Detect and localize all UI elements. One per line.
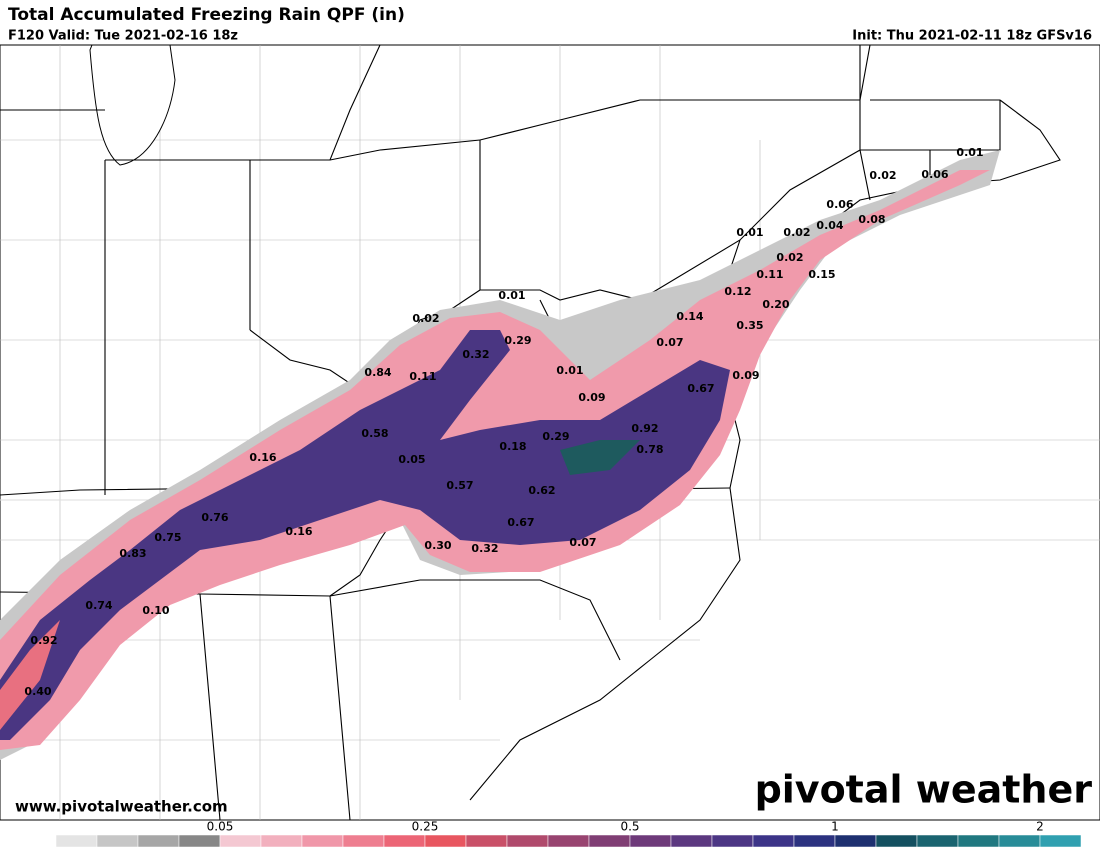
valid-time: F120 Valid: Tue 2021-02-16 18z (8, 29, 238, 44)
colorbar-swatch (916, 834, 959, 848)
value-label: 0.58 (361, 427, 388, 440)
colorbar-swatch (547, 834, 590, 848)
colorbar-swatch (178, 834, 221, 848)
init-time: Init: Thu 2021-02-11 18z GFSv16 (852, 29, 1092, 44)
value-label: 0.32 (462, 348, 489, 361)
lake-michigan (89, 44, 176, 166)
colorbar-swatch (55, 834, 98, 848)
colorbar-tick-label: 2 (1036, 820, 1044, 834)
value-label: 0.29 (542, 430, 569, 443)
value-label: 0.01 (498, 289, 525, 302)
value-label: 0.07 (569, 536, 596, 549)
colorbar-swatch (506, 834, 549, 848)
colorbar-swatch (424, 834, 467, 848)
colorbar-swatch (342, 834, 385, 848)
value-label: 0.84 (364, 366, 391, 379)
value-label: 0.14 (676, 310, 703, 323)
value-label: 0.01 (956, 146, 983, 159)
colorbar-swatch (629, 834, 672, 848)
value-label: 0.67 (507, 516, 534, 529)
value-label: 0.02 (412, 312, 439, 325)
value-label: 0.10 (142, 604, 169, 617)
value-label: 0.02 (869, 169, 896, 182)
colorbar-swatch (670, 834, 713, 848)
colorbar-swatch (875, 834, 918, 848)
value-label: 0.74 (85, 599, 112, 612)
value-label: 0.32 (471, 542, 498, 555)
value-label: 0.08 (858, 213, 885, 226)
colorbar-swatch (793, 834, 836, 848)
colorbar-tick-label: 0.05 (207, 820, 234, 834)
value-label: 0.02 (776, 251, 803, 264)
colorbar-swatch (752, 834, 795, 848)
colorbar-swatch (1039, 834, 1082, 848)
value-label: 0.15 (808, 268, 835, 281)
colorbar-swatch (834, 834, 877, 848)
colorbar-swatch (96, 834, 139, 848)
value-label: 0.92 (30, 634, 57, 647)
colorbar-swatch (260, 834, 303, 848)
colorbar-swatch (465, 834, 508, 848)
colorbar-tick-label: 1 (831, 820, 839, 834)
value-label: 0.76 (201, 511, 228, 524)
value-label: 0.02 (783, 226, 810, 239)
value-label: 0.07 (656, 336, 683, 349)
colorbar-swatch (711, 834, 754, 848)
value-label: 0.57 (446, 479, 473, 492)
colorbar-swatch (301, 834, 344, 848)
value-label: 0.62 (528, 484, 555, 497)
colorbar-swatch (588, 834, 631, 848)
value-label: 0.05 (398, 453, 425, 466)
logo: pivotal weather (755, 768, 1093, 812)
value-label: 0.92 (631, 422, 658, 435)
value-label: 0.01 (556, 364, 583, 377)
value-label: 0.35 (736, 319, 763, 332)
value-label: 0.11 (409, 370, 436, 383)
value-label: 0.11 (756, 268, 783, 281)
colorbar-tick-label: 0.5 (620, 820, 639, 834)
site-url: www.pivotalweather.com (15, 798, 228, 816)
value-label: 0.78 (636, 443, 663, 456)
value-label: 0.75 (154, 531, 181, 544)
value-label: 0.04 (816, 219, 843, 232)
value-label: 0.29 (504, 334, 531, 347)
colorbar-swatch (219, 834, 262, 848)
colorbar-swatch (383, 834, 426, 848)
freezing-rain-swath (0, 150, 1000, 760)
title: Total Accumulated Freezing Rain QPF (in) (8, 5, 405, 25)
value-label: 0.09 (732, 369, 759, 382)
value-label: 0.12 (724, 285, 751, 298)
value-label: 0.06 (921, 168, 948, 181)
colorbar: 0.05 0.25 0.5 1 2 (14, 820, 1082, 848)
colorbar-swatch (14, 834, 57, 848)
colorbar-tick-label: 0.25 (412, 820, 439, 834)
value-label: 0.18 (499, 440, 526, 453)
value-label: 0.83 (119, 547, 146, 560)
colorbar-swatch (957, 834, 1000, 848)
value-label: 0.16 (285, 525, 312, 538)
colorbar-swatch (137, 834, 180, 848)
value-label: 0.16 (249, 451, 276, 464)
map: 0.01 0.02 0.06 0.06 0.08 0.01 0.02 0.04 0.02 0.11… (0, 44, 1100, 821)
value-label: 0.01 (736, 226, 763, 239)
value-label: 0.09 (578, 391, 605, 404)
value-label: 0.20 (762, 298, 789, 311)
value-label: 0.40 (24, 685, 51, 698)
value-label: 0.30 (424, 539, 451, 552)
value-label: 0.67 (687, 382, 714, 395)
value-label: 0.06 (826, 198, 853, 211)
colorbar-swatch (998, 834, 1041, 848)
value-labels: 0.01 0.02 0.06 0.06 0.08 0.01 0.02 0.04 0.02 0.11… (24, 146, 983, 698)
